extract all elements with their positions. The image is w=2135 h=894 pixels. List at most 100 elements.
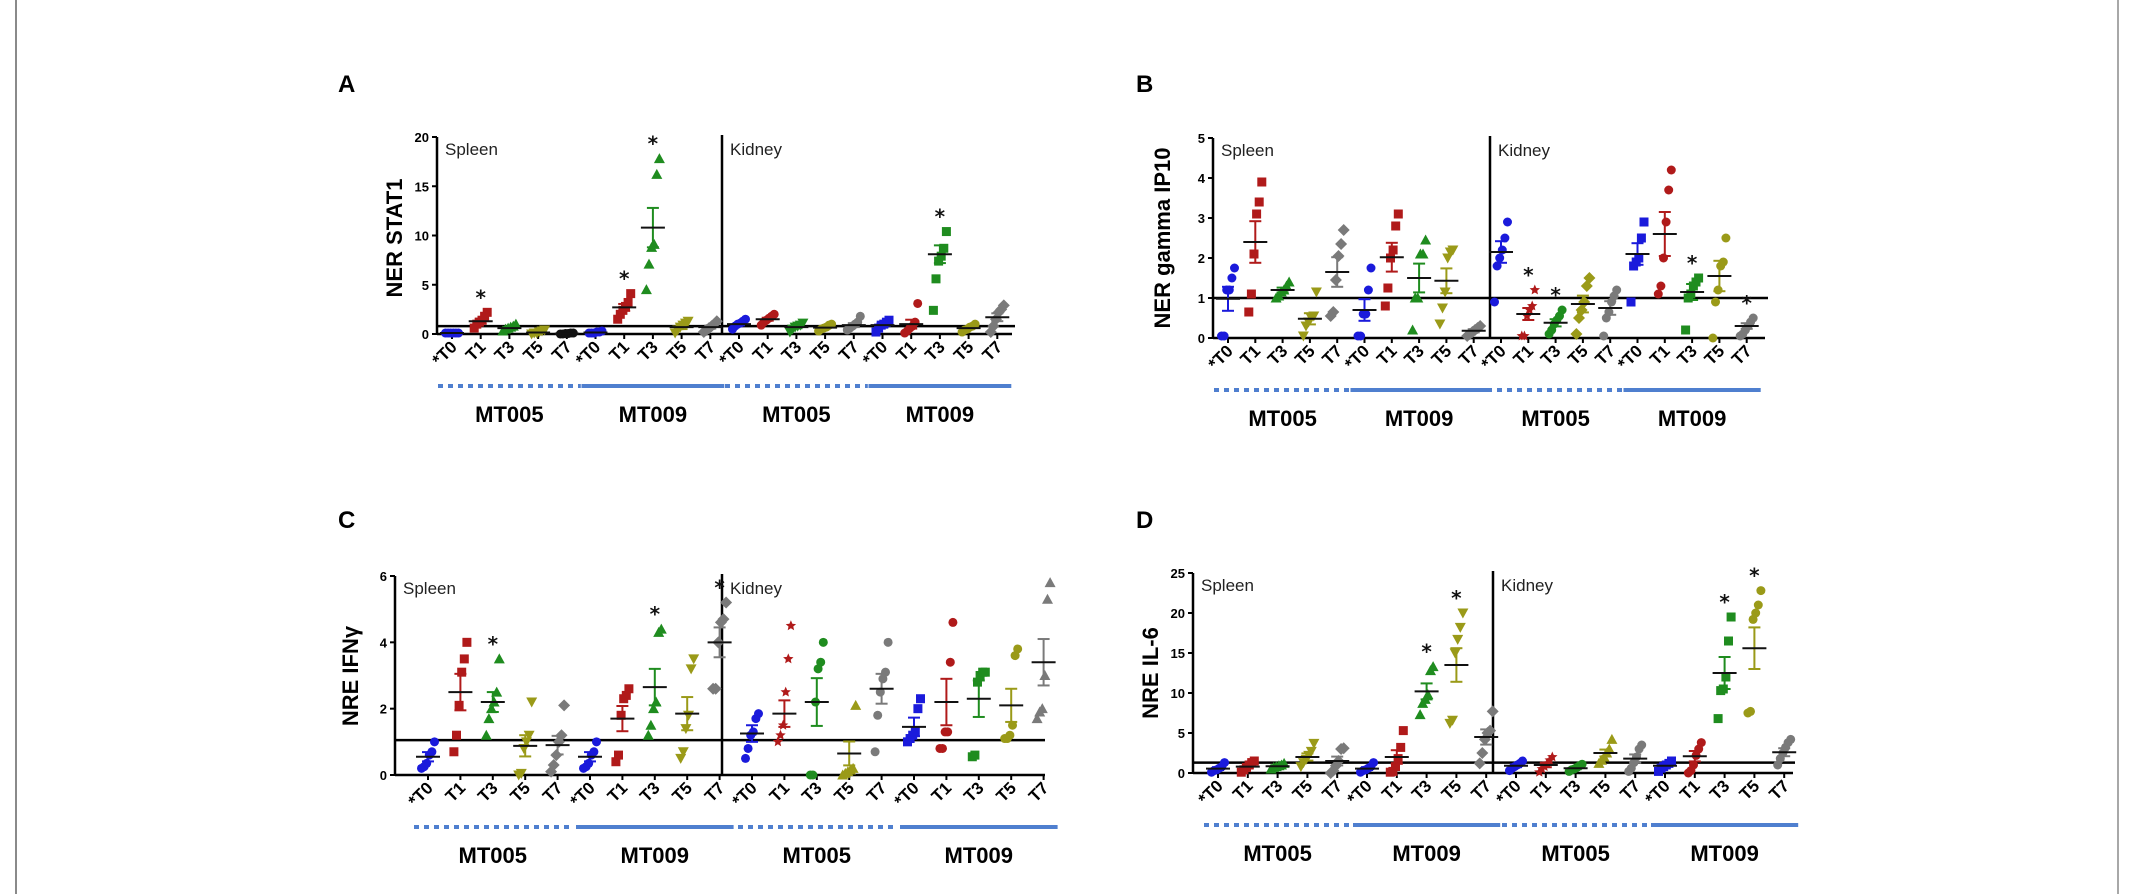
x-tick-label: T7 <box>1617 776 1644 803</box>
data-point-diamond <box>1570 328 1583 340</box>
data-point-square <box>1634 253 1644 263</box>
data-point-diamond <box>1335 238 1348 250</box>
data-point-circle <box>1220 758 1229 768</box>
significance-star: * <box>714 576 725 600</box>
x-tick-label: T7 <box>835 337 862 364</box>
data-point-square <box>1639 217 1649 227</box>
data-point-square <box>934 256 944 266</box>
data-point-triangle-up <box>1042 593 1053 604</box>
data-point-square <box>916 694 925 704</box>
region-label-spleen: Spleen <box>1221 141 1274 160</box>
data-point-circle <box>584 758 594 768</box>
y-tick-label: 20 <box>415 130 429 145</box>
group-label-mt009: MT009 <box>945 843 1013 868</box>
group-label-mt009: MT009 <box>1658 406 1726 431</box>
data-point-circle <box>1786 734 1796 744</box>
data-point-diamond <box>720 596 733 609</box>
significance-star: * <box>648 132 659 156</box>
data-point-triangle-down <box>685 664 697 675</box>
y-axis-label-a: NER STAT1 <box>382 179 407 298</box>
x-tick-label: *T0 <box>716 337 748 369</box>
y-tick-label: 4 <box>380 635 388 650</box>
significance-star: * <box>488 632 499 656</box>
x-tick-label: *T0 <box>1642 776 1674 808</box>
data-point-square <box>621 690 631 700</box>
y-tick-label: 15 <box>1171 646 1185 661</box>
data-point-circle <box>1689 760 1698 770</box>
data-point-circle <box>1746 706 1755 716</box>
data-point-circle <box>743 743 753 753</box>
data-point-square <box>1398 726 1408 736</box>
x-tick-label: T3 <box>474 778 501 805</box>
data-point-square <box>1383 283 1393 293</box>
data-point-circle <box>748 727 758 737</box>
data-point-circle <box>1666 165 1676 175</box>
data-point-star <box>783 653 794 664</box>
region-label-kidney: Kidney <box>730 140 782 159</box>
x-tick-label: T1 <box>766 778 793 805</box>
data-point-square <box>1626 297 1636 307</box>
y-axis-label-c: NRE IFNγ <box>338 625 363 726</box>
x-tick-label: T1 <box>928 778 955 805</box>
x-tick-label: T1 <box>1527 776 1554 803</box>
data-point-circle <box>422 758 432 768</box>
group-label-mt005: MT005 <box>762 402 830 427</box>
data-point-square <box>928 305 938 315</box>
y-tick-label: 4 <box>1198 171 1206 186</box>
x-tick-label: T1 <box>1378 776 1405 803</box>
x-tick-label: *T0 <box>859 337 891 369</box>
y-tick-label: 6 <box>380 569 387 584</box>
group-label-mt005: MT005 <box>1541 841 1609 866</box>
x-tick-label: T1 <box>749 337 776 364</box>
data-point-diamond <box>1583 272 1596 284</box>
data-point-triangle-up <box>640 284 652 295</box>
data-point-star <box>775 729 786 740</box>
x-tick-label: T1 <box>1237 341 1264 368</box>
data-point-triangle-down <box>1437 303 1448 314</box>
x-tick-label: T7 <box>1766 776 1793 803</box>
data-point-circle <box>741 314 750 324</box>
x-tick-label: T1 <box>1676 776 1703 803</box>
data-point-circle <box>1751 608 1761 618</box>
data-point-circle <box>1219 331 1229 341</box>
data-point-square <box>1246 289 1256 299</box>
data-point-square <box>1396 742 1406 752</box>
data-point-circle <box>1696 738 1706 748</box>
x-tick-label: T3 <box>921 337 948 364</box>
data-point-square <box>1244 307 1254 317</box>
data-point-square <box>613 314 623 324</box>
x-tick-label: T1 <box>606 337 633 364</box>
data-point-triangle-up <box>483 713 495 724</box>
group-label-mt005: MT005 <box>459 843 527 868</box>
data-point-circle <box>855 311 865 321</box>
data-point-square <box>1726 612 1736 622</box>
y-tick-label: 25 <box>1171 566 1185 581</box>
y-tick-label: 15 <box>415 179 429 194</box>
y-axis-label-b: NER gamma IP10 <box>1150 148 1175 329</box>
y-tick-label: 2 <box>380 702 387 717</box>
group-label-mt009: MT009 <box>619 402 687 427</box>
x-tick-label: T5 <box>1289 776 1316 803</box>
data-point-triangle-down <box>683 710 694 721</box>
y-tick-label: 10 <box>1171 686 1185 701</box>
data-point-star <box>777 719 789 730</box>
data-point-triangle-down <box>680 724 692 735</box>
data-point-square <box>452 730 461 740</box>
significance-star: * <box>935 205 946 229</box>
data-point-triangle-down <box>1447 245 1459 256</box>
data-point-square <box>1388 245 1398 255</box>
data-point-circle <box>870 747 880 757</box>
data-point-triangle-down <box>1447 715 1458 726</box>
data-point-star <box>1521 310 1533 321</box>
y-tick-label: 0 <box>422 327 429 342</box>
data-point-circle <box>1557 305 1567 315</box>
data-point-triangle-up <box>1420 234 1432 245</box>
data-point-square <box>614 750 623 760</box>
x-tick-label: T3 <box>636 778 663 805</box>
group-label-mt009: MT009 <box>906 402 974 427</box>
x-tick-label: T5 <box>519 337 546 364</box>
data-point-circle <box>943 727 953 737</box>
data-point-square <box>1721 672 1731 682</box>
